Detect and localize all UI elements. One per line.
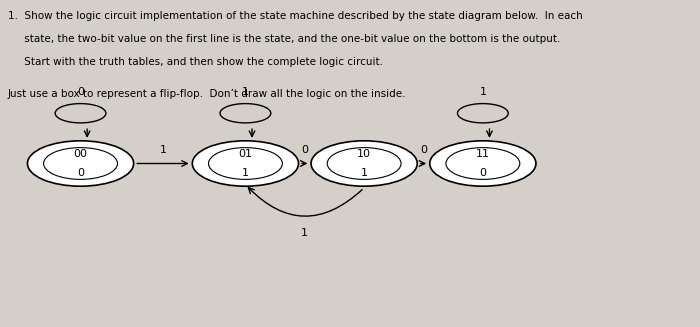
Text: 0: 0	[480, 168, 486, 178]
Ellipse shape	[311, 141, 417, 186]
Ellipse shape	[430, 141, 536, 186]
Text: 1: 1	[360, 168, 368, 178]
Text: 0: 0	[420, 146, 427, 155]
Text: 11: 11	[476, 149, 490, 159]
Ellipse shape	[27, 141, 134, 186]
Text: state, the two-bit value on the first line is the state, and the one-bit value o: state, the two-bit value on the first li…	[8, 34, 561, 44]
Text: 01: 01	[239, 149, 253, 159]
Text: 1: 1	[242, 87, 249, 97]
Text: 0: 0	[77, 87, 84, 97]
Text: 0: 0	[77, 168, 84, 178]
Text: 1: 1	[301, 228, 308, 238]
Text: Just use a box to represent a flip-flop.  Don’t draw all the logic on the inside: Just use a box to represent a flip-flop.…	[8, 89, 407, 99]
Text: 0: 0	[301, 146, 308, 155]
Text: 1: 1	[160, 146, 167, 155]
Ellipse shape	[193, 141, 298, 186]
Text: 1.  Show the logic circuit implementation of the state machine described by the : 1. Show the logic circuit implementation…	[8, 11, 582, 21]
Text: 00: 00	[74, 149, 88, 159]
Text: 1: 1	[242, 168, 249, 178]
Text: 10: 10	[357, 149, 371, 159]
Text: 1: 1	[480, 87, 486, 97]
Text: Start with the truth tables, and then show the complete logic circuit.: Start with the truth tables, and then sh…	[8, 57, 383, 66]
